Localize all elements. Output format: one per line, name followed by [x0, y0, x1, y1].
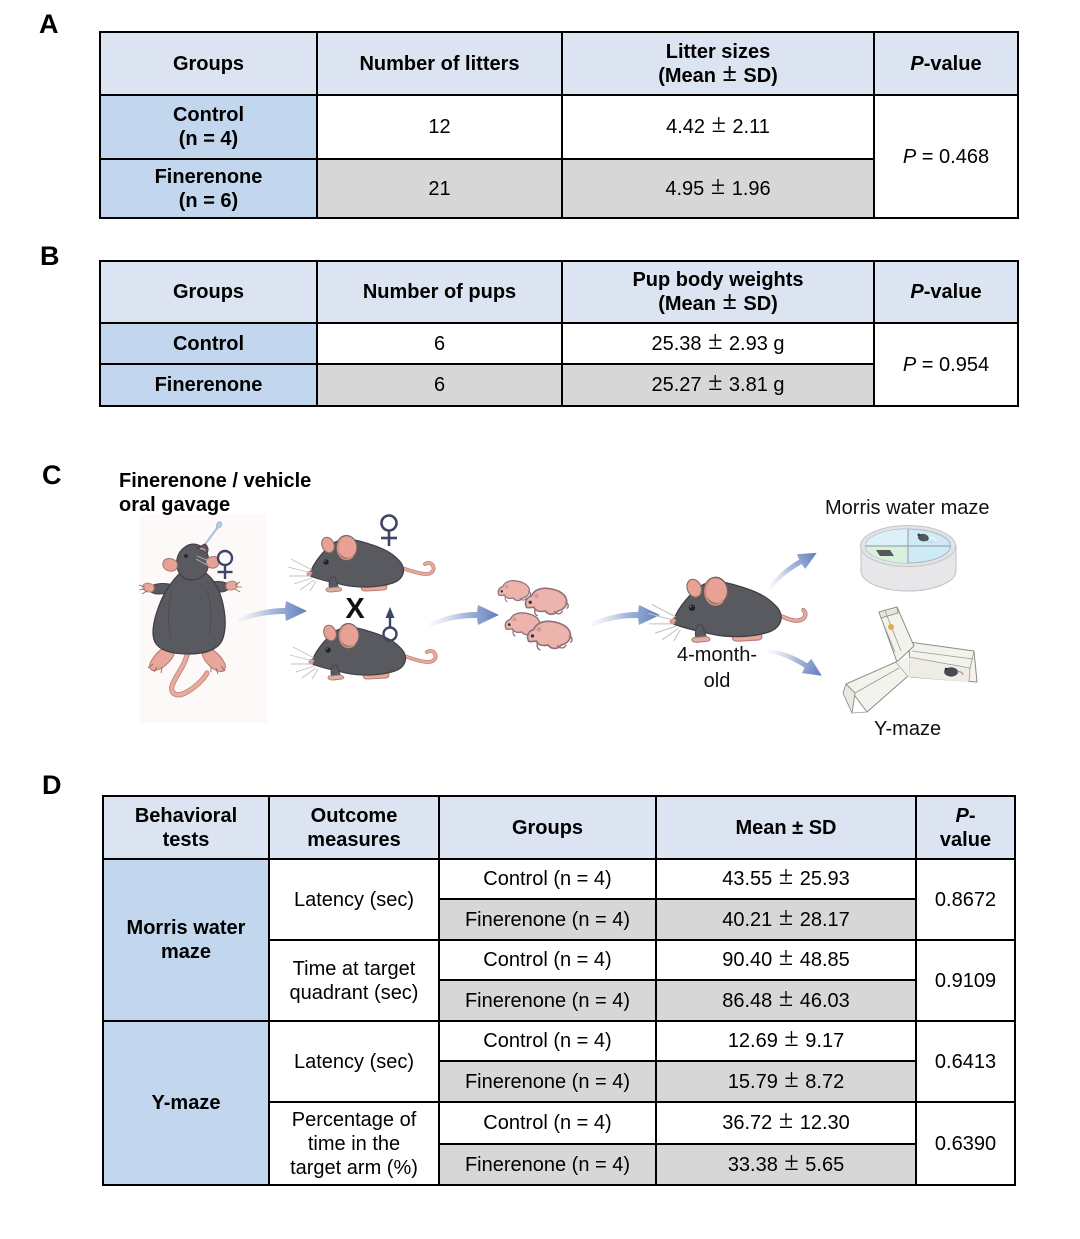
svg-text:old: old	[704, 670, 731, 692]
svg-text:Y-maze: Y-maze	[874, 718, 941, 740]
svg-text:Morris water maze: Morris water maze	[825, 497, 989, 519]
svg-text:4-month-: 4-month-	[677, 644, 757, 666]
svg-text:X: X	[345, 593, 365, 625]
